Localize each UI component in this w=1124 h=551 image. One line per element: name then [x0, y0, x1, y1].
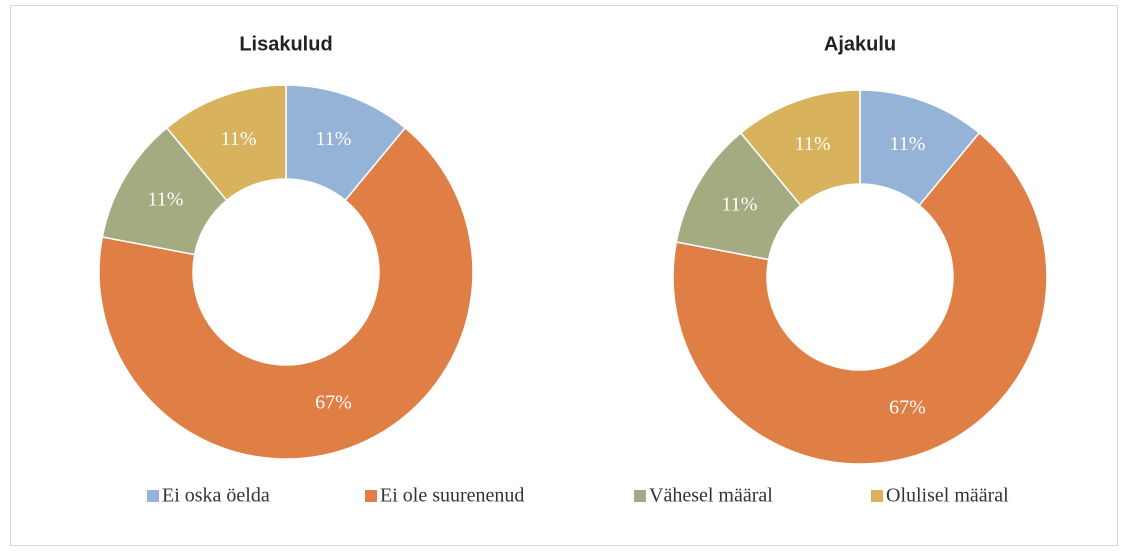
- data-label: 11%: [795, 133, 831, 155]
- legend-swatch: [634, 490, 646, 502]
- data-label: 11%: [221, 128, 257, 150]
- legend-swatch: [365, 490, 377, 502]
- legend-label: Ei ole suurenenud: [380, 485, 524, 507]
- data-label: 11%: [315, 128, 351, 150]
- data-label: 11%: [148, 188, 184, 210]
- legend-swatch: [147, 490, 159, 502]
- legend-label: Vähesel määral: [649, 485, 773, 507]
- data-label: 11%: [889, 133, 925, 155]
- donut-slice: [165, 84, 287, 202]
- donut-slice: [98, 126, 474, 460]
- legend-label: Ei oska öelda: [162, 485, 270, 507]
- donut-slice: [672, 131, 1048, 465]
- legend-swatch: [871, 490, 883, 502]
- data-label: 11%: [722, 193, 758, 215]
- chart-title: Lisakulud: [239, 33, 332, 55]
- data-label: 67%: [889, 396, 926, 418]
- chart-title: Ajakulu: [824, 33, 896, 55]
- donut-slice: [739, 89, 861, 207]
- frame: [10, 5, 1118, 546]
- data-label: 67%: [315, 391, 352, 413]
- legend-label: Olulisel määral: [886, 485, 1009, 507]
